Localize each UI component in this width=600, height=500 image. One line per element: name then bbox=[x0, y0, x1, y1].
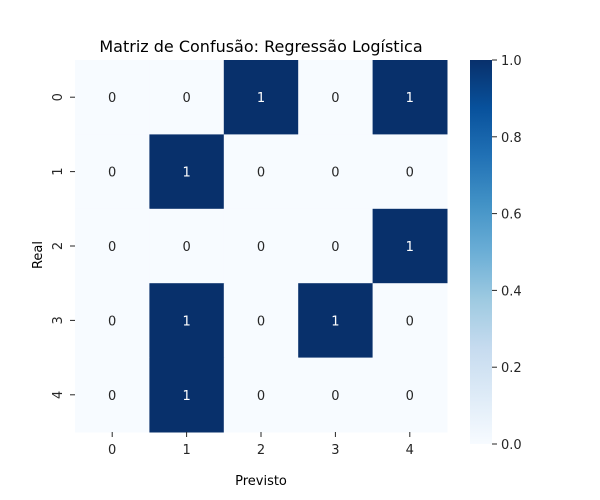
cell-annotation-r3-c1: 1 bbox=[182, 314, 190, 329]
x-tick-label-2: 2 bbox=[257, 443, 265, 458]
heatmap-cell-r4-c1 bbox=[149, 357, 225, 433]
heatmap-cell-r0-c1 bbox=[149, 60, 225, 135]
cell-annotation-r0-c0: 0 bbox=[108, 91, 116, 106]
heatmap-cell-r1-c0 bbox=[75, 134, 150, 210]
heatmap-cell-r4-c2 bbox=[223, 357, 299, 433]
y-tick-label-3: 3 bbox=[51, 316, 66, 324]
cell-annotation-r0-c4: 1 bbox=[406, 91, 414, 106]
colorbar-ticks: 0.0 0.2 0.4 0.6 0.8 1.0 bbox=[492, 54, 522, 453]
cell-annotation-r4-c0: 0 bbox=[108, 389, 116, 404]
cell-annotation-r0-c1: 0 bbox=[182, 91, 190, 106]
y-axis-ticks: 0 1 2 3 4 bbox=[51, 93, 75, 399]
x-tick-label-1: 1 bbox=[182, 443, 190, 458]
heatmap-cell-r3-c1 bbox=[149, 283, 225, 359]
x-axis-ticks: 0 1 2 3 4 bbox=[108, 432, 414, 458]
cell-annotation-r2-c3: 0 bbox=[331, 240, 339, 255]
cell-annotation-r1-c4: 0 bbox=[406, 166, 414, 181]
cell-annotation-r3-c0: 0 bbox=[108, 314, 116, 329]
cell-annotation-r1-c1: 1 bbox=[182, 166, 190, 181]
heatmap-cell-r1-c1 bbox=[149, 134, 225, 210]
heatmap-cell-r0-c4 bbox=[372, 60, 448, 135]
heatmap-cell-r2-c1 bbox=[149, 208, 225, 284]
cell-annotation-r0-c3: 0 bbox=[331, 91, 339, 106]
heatmap-cell-r1-c2 bbox=[223, 134, 299, 210]
cell-annotation-r2-c0: 0 bbox=[108, 240, 116, 255]
heatmap-cell-r4-c3 bbox=[298, 357, 374, 433]
x-tick-label-0: 0 bbox=[108, 443, 116, 458]
cell-annotation-r2-c1: 0 bbox=[182, 240, 190, 255]
heatmap-cell-r1-c3 bbox=[298, 134, 374, 210]
cell-annotation-r1-c0: 0 bbox=[108, 166, 116, 181]
heatmap-cell-r3-c3 bbox=[298, 283, 374, 359]
cell-annotation-r3-c4: 0 bbox=[406, 314, 414, 329]
heatmap-cell-r2-c0 bbox=[75, 208, 150, 284]
cell-annotation-r1-c3: 0 bbox=[331, 166, 339, 181]
y-tick-label-4: 4 bbox=[51, 391, 66, 399]
heatmap-cell-r3-c4 bbox=[372, 283, 448, 359]
heatmap-cells bbox=[75, 60, 448, 433]
cell-annotation-r3-c3: 1 bbox=[331, 314, 339, 329]
x-axis-label: Previsto bbox=[235, 474, 287, 489]
colorbar-tick-label-3: 0.6 bbox=[501, 208, 522, 223]
colorbar-tick-label-1: 0.2 bbox=[501, 361, 522, 376]
heatmap-cell-r2-c3 bbox=[298, 208, 374, 284]
y-axis-label: Real bbox=[31, 241, 46, 269]
heatmap-cell-r3-c2 bbox=[223, 283, 299, 359]
heatmap-cell-r2-c2 bbox=[223, 208, 299, 284]
cell-annotation-r2-c4: 1 bbox=[406, 240, 414, 255]
cell-annotation-r2-c2: 0 bbox=[257, 240, 265, 255]
y-tick-label-2: 2 bbox=[51, 242, 66, 250]
cell-annotation-r4-c1: 1 bbox=[182, 389, 190, 404]
colorbar bbox=[470, 60, 492, 444]
chart-title: Matriz de Confusão: Regressão Logística bbox=[99, 37, 422, 56]
cell-annotation-r3-c2: 0 bbox=[257, 314, 265, 329]
cell-annotation-r4-c4: 0 bbox=[406, 389, 414, 404]
heatmap-cell-r4-c4 bbox=[372, 357, 448, 433]
heatmap-cell-r1-c4 bbox=[372, 134, 448, 210]
y-tick-label-0: 0 bbox=[51, 93, 66, 101]
heatmap-cell-r2-c4 bbox=[372, 208, 448, 284]
heatmap-cell-r0-c0 bbox=[75, 60, 150, 135]
colorbar-tick-label-5: 1.0 bbox=[501, 54, 522, 69]
heatmap-cell-r0-c2 bbox=[223, 60, 299, 135]
colorbar-tick-label-2: 0.4 bbox=[501, 284, 522, 299]
y-tick-label-1: 1 bbox=[51, 167, 66, 175]
colorbar-tick-label-4: 0.8 bbox=[501, 131, 522, 146]
x-tick-label-3: 3 bbox=[331, 443, 339, 458]
heatmap-cell-r3-c0 bbox=[75, 283, 150, 359]
heatmap-cell-r4-c0 bbox=[75, 357, 150, 433]
cell-annotation-r0-c2: 1 bbox=[257, 91, 265, 106]
heatmap-annotations: 0 0 1 0 1 0 1 0 0 0 0 0 0 0 1 0 1 0 1 0 0 1 0 0 0 bbox=[108, 91, 414, 404]
cell-annotation-r4-c3: 0 bbox=[331, 389, 339, 404]
cell-annotation-r4-c2: 0 bbox=[257, 389, 265, 404]
heatmap-cell-r0-c3 bbox=[298, 60, 374, 135]
colorbar-tick-label-0: 0.0 bbox=[501, 438, 522, 453]
x-tick-label-4: 4 bbox=[406, 443, 414, 458]
cell-annotation-r1-c2: 0 bbox=[257, 166, 265, 181]
